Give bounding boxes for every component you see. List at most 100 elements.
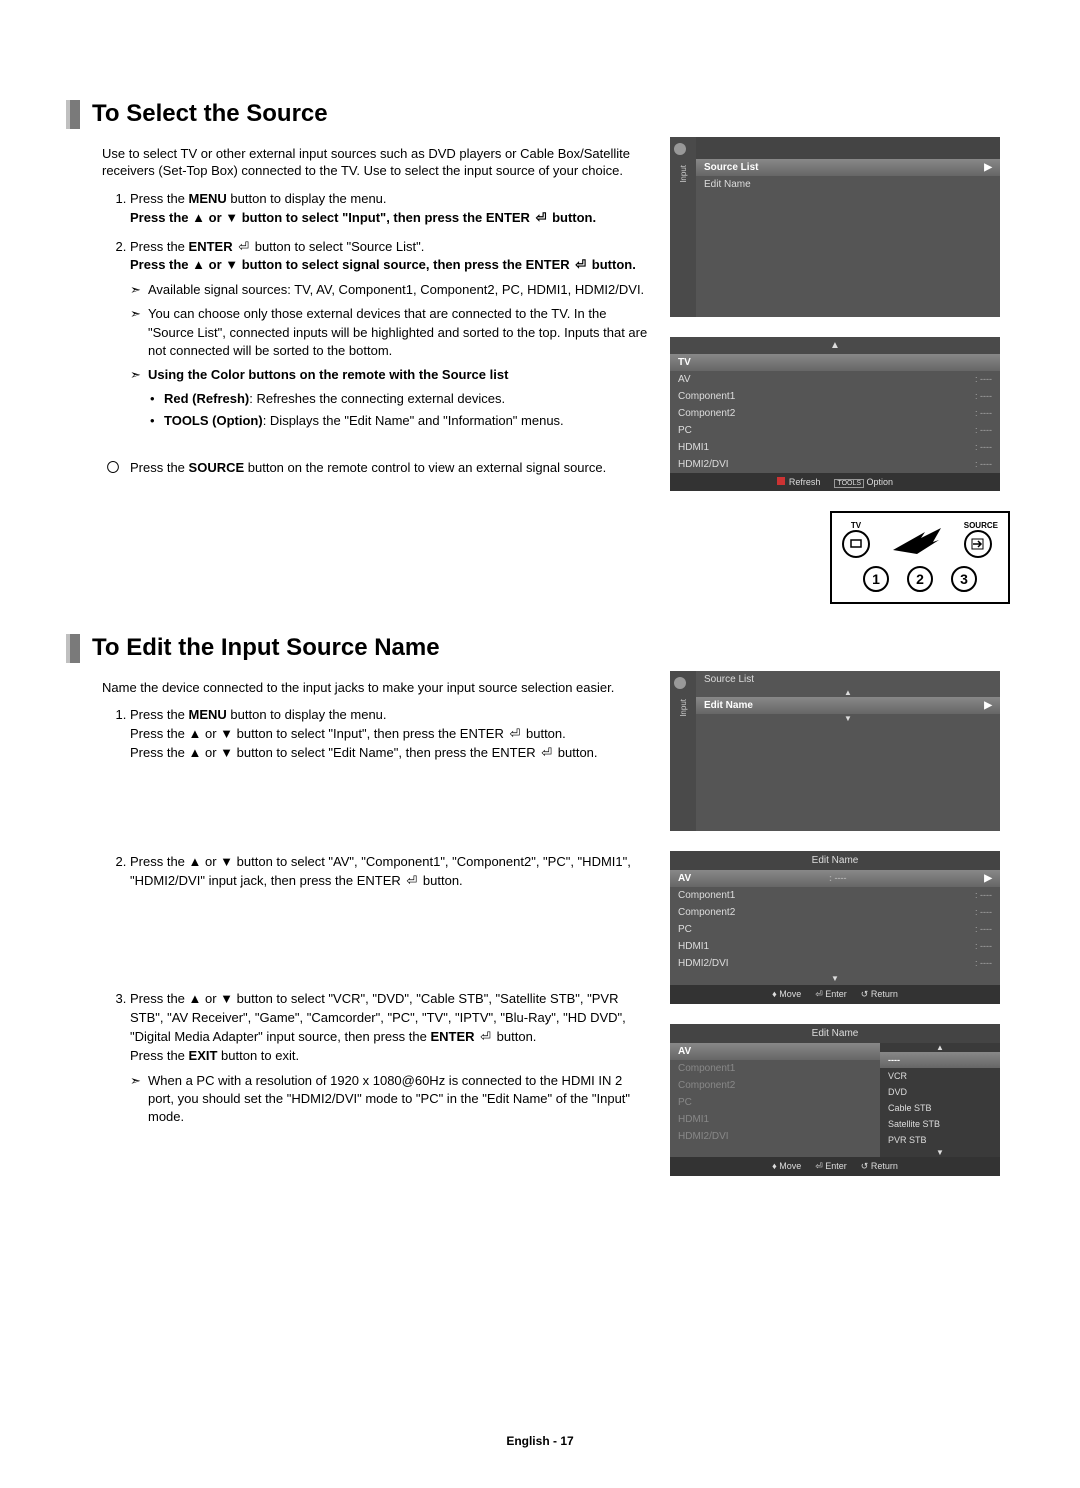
- t: button on the remote control to view an …: [244, 460, 606, 475]
- enter-icon: ⏎ Enter: [815, 989, 847, 1000]
- osd-edit-name-popup: Edit Name AVComponent1Component2PCHDMI1H…: [670, 1024, 1000, 1176]
- sub-bullet: Red (Refresh): Refreshes the connecting …: [164, 390, 650, 408]
- move-label: Move: [779, 989, 801, 999]
- enter-icon: ⏎: [534, 209, 549, 228]
- t: button to display the menu.: [227, 191, 387, 206]
- t: button.: [588, 257, 636, 272]
- enter-icon: ⏎: [573, 256, 588, 275]
- t: : Refreshes the connecting external devi…: [249, 391, 505, 406]
- step-3: Press the ▲ or ▼ button to select "VCR",…: [130, 990, 650, 1126]
- num-3: 3: [951, 566, 977, 592]
- side-label: Input: [677, 161, 690, 187]
- side-label: Input: [677, 695, 690, 721]
- t: button to exit.: [217, 1048, 299, 1063]
- tools-label: TOOLS (Option): [164, 413, 263, 428]
- step-1: Press the MENU button to display the men…: [130, 190, 650, 228]
- source-row: AV: ----: [670, 371, 1000, 388]
- osd-edit-name: Edit Name AV: ----▶Component1: ----Compo…: [670, 851, 1000, 1004]
- edit-row: Component2: [670, 1077, 880, 1094]
- t: Press the ▲ or ▼ button to select "Input…: [130, 726, 507, 741]
- osd-footer: ♦ Move ⏎ Enter ↺ Return: [670, 1157, 1000, 1176]
- red-label: Red (Refresh): [164, 391, 249, 406]
- menu-bold: MENU: [189, 707, 227, 722]
- popup-item: Cable STB: [880, 1100, 1000, 1116]
- tv-label: TV: [842, 521, 870, 530]
- gear-icon: [674, 677, 686, 689]
- tv-row: TV: [670, 354, 1000, 371]
- bullet: Using the Color buttons on the remote wi…: [148, 366, 650, 431]
- refresh-label: Refresh: [789, 477, 821, 487]
- t: Press the: [130, 707, 189, 722]
- bullet: You can choose only those external devic…: [148, 305, 650, 360]
- intro-text: Use to select TV or other external input…: [102, 145, 650, 180]
- osd-footer: ♦ Move ⏎ Enter ↺ Return: [670, 985, 1000, 1004]
- num-1: 1: [863, 566, 889, 592]
- osd-title: Edit Name: [670, 1024, 1000, 1043]
- edit-row: AV: [670, 1043, 880, 1060]
- page-footer: English - 17: [0, 1434, 1080, 1448]
- osd-footer: Refresh TOOLS Option: [670, 473, 1000, 491]
- source-bold: SOURCE: [189, 460, 245, 475]
- enter-icon: ⏎: [539, 744, 554, 763]
- t: Press the ▲ or ▼ button to select "Input…: [130, 210, 534, 225]
- edit-row: PC: ----: [670, 921, 1000, 938]
- gear-icon: [674, 143, 686, 155]
- source-row: HDMI2/DVI: ----: [670, 456, 1000, 473]
- enter-icon: ⏎: [404, 872, 419, 891]
- popup-item: ----: [880, 1052, 1000, 1068]
- t: Press the ▲ or ▼ button to select "Edit …: [130, 745, 539, 760]
- t: button to display the menu.: [227, 707, 387, 722]
- popup-item: VCR: [880, 1068, 1000, 1084]
- arrow-icon: [891, 526, 943, 552]
- note-icon: 〇: [106, 459, 120, 477]
- red-icon: [777, 477, 785, 485]
- t: Press the: [130, 191, 189, 206]
- tools-label: TOOLS: [834, 479, 864, 488]
- osd-input-menu: Input Source List▶ Edit Name: [670, 137, 1000, 317]
- step-1: Press the MENU button to display the men…: [130, 706, 650, 843]
- sub-bullet: TOOLS (Option): Displays the "Edit Name"…: [164, 412, 650, 430]
- return-label: Return: [871, 989, 898, 999]
- popup-item: Satellite STB: [880, 1116, 1000, 1132]
- t: : Displays the "Edit Name" and "Informat…: [263, 413, 564, 428]
- t: button to select "Source List".: [251, 239, 424, 254]
- color-heading: Using the Color buttons on the remote wi…: [148, 367, 508, 382]
- menu-item: Source List▶: [696, 159, 1000, 176]
- steps-list-2: Press the MENU button to display the men…: [130, 706, 650, 1126]
- source-note: 〇 Press the SOURCE button on the remote …: [106, 459, 650, 477]
- menu-bold: MENU: [189, 191, 227, 206]
- intro-text: Name the device connected to the input j…: [102, 679, 650, 697]
- edit-row: HDMI2/DVI: ----: [670, 955, 1000, 972]
- remote-illustration: TV SOURCE 1 2 3: [830, 511, 1010, 604]
- exit-bold: EXIT: [189, 1048, 218, 1063]
- t: Press the: [130, 239, 189, 254]
- t: button.: [493, 1029, 536, 1044]
- menu-item: Edit Name▶: [696, 697, 1000, 714]
- t: button.: [548, 210, 596, 225]
- option-label: Option: [867, 477, 894, 487]
- popup-item: DVD: [880, 1084, 1000, 1100]
- edit-row: HDMI2/DVI: [670, 1128, 880, 1145]
- t: Press the ▲ or ▼ button to select "AV", …: [130, 854, 631, 888]
- source-button: [964, 530, 992, 558]
- t: Press the ▲ or ▼ button to select "VCR",…: [130, 991, 626, 1044]
- edit-row: Component2: ----: [670, 904, 1000, 921]
- osd-input-menu-2: Input Source List ▲ Edit Name▶ ▼: [670, 671, 1000, 831]
- popup-item: PVR STB: [880, 1132, 1000, 1148]
- note: When a PC with a resolution of 1920 x 10…: [148, 1072, 650, 1127]
- enter-bold: ENTER: [189, 239, 237, 254]
- enter-bold: ENTER: [430, 1029, 478, 1044]
- t: button.: [554, 745, 597, 760]
- edit-row: HDMI1: [670, 1111, 880, 1128]
- menu-item: Edit Name: [696, 176, 1000, 193]
- menu-item: Source List: [696, 671, 1000, 688]
- t: Press the: [130, 1048, 189, 1063]
- t: Press the: [130, 460, 189, 475]
- source-row: PC: ----: [670, 422, 1000, 439]
- osd-title: Edit Name: [670, 851, 1000, 870]
- t: Press the ▲ or ▼ button to select signal…: [130, 257, 573, 272]
- source-row: HDMI1: ----: [670, 439, 1000, 456]
- source-row: Component2: ----: [670, 405, 1000, 422]
- section-title: To Edit the Input Source Name: [70, 634, 1010, 663]
- return-label: Return: [871, 1161, 898, 1171]
